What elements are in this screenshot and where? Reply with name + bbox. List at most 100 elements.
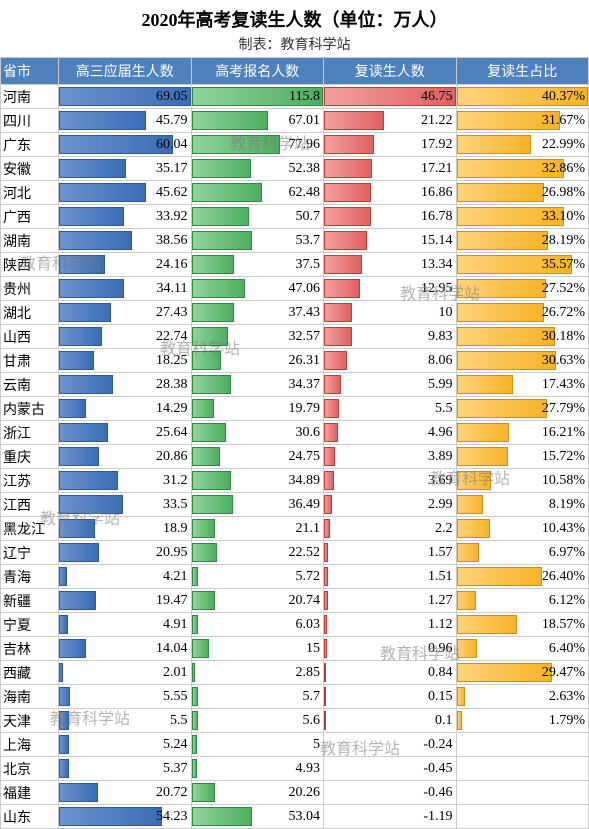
cell-repeaters: 21.22 bbox=[324, 109, 457, 133]
cell-repeat-pct-value: 31.67% bbox=[542, 113, 585, 129]
cell-repeat-pct-value: 2.63% bbox=[549, 689, 585, 705]
table-row: 西藏2.012.850.8429.47% bbox=[1, 661, 589, 685]
col-repeat-pct: 复读生占比 bbox=[456, 58, 589, 85]
cell-registration: 6.03 bbox=[191, 613, 324, 637]
cell-registration-value: 47.06 bbox=[289, 281, 321, 297]
cell-province: 江西 bbox=[1, 493, 59, 517]
cell-repeat-pct-value: 33.10% bbox=[542, 209, 585, 225]
cell-registration: 22.52 bbox=[191, 541, 324, 565]
cell-repeaters-value: 46.75 bbox=[421, 89, 453, 105]
cell-repeat-pct-value: 17.43% bbox=[542, 377, 585, 393]
cell-repeat-pct: 6.40% bbox=[456, 637, 589, 661]
cell-repeaters-value: 0.96 bbox=[428, 641, 453, 657]
cell-registration-value: 5.72 bbox=[296, 569, 321, 585]
cell-registration: 67.01 bbox=[191, 109, 324, 133]
cell-repeat-pct: 26.40% bbox=[456, 565, 589, 589]
cell-repeat-pct-value: 16.21% bbox=[542, 425, 585, 441]
cell-current: 28.38 bbox=[59, 373, 192, 397]
cell-current: 5.5 bbox=[59, 709, 192, 733]
cell-repeaters: 3.69 bbox=[324, 469, 457, 493]
cell-province: 安徽 bbox=[1, 157, 59, 181]
cell-repeaters-value: 1.27 bbox=[428, 593, 453, 609]
cell-repeat-pct-value: 35.57% bbox=[542, 257, 585, 273]
cell-repeat-pct: 32.86% bbox=[456, 157, 589, 181]
cell-current-value: 31.2 bbox=[163, 473, 188, 489]
cell-repeat-pct-value: 10.43% bbox=[542, 521, 585, 537]
cell-repeaters-value: 5.5 bbox=[435, 401, 453, 417]
cell-registration: 36.49 bbox=[191, 493, 324, 517]
cell-province: 广西 bbox=[1, 205, 59, 229]
cell-current: 20.95 bbox=[59, 541, 192, 565]
cell-repeaters: 1.57 bbox=[324, 541, 457, 565]
cell-province: 黑龙江 bbox=[1, 517, 59, 541]
cell-repeat-pct: 22.99% bbox=[456, 133, 589, 157]
cell-registration: 37.5 bbox=[191, 253, 324, 277]
cell-current: 5.37 bbox=[59, 757, 192, 781]
cell-repeat-pct-value: 40.37% bbox=[542, 89, 585, 105]
cell-current: 4.91 bbox=[59, 613, 192, 637]
table-row: 广西33.9250.716.7833.10% bbox=[1, 205, 589, 229]
cell-repeaters-value: 0.15 bbox=[428, 689, 453, 705]
cell-repeaters-value: 17.92 bbox=[421, 137, 453, 153]
cell-registration-value: 15 bbox=[306, 641, 320, 657]
cell-registration: 20.26 bbox=[191, 781, 324, 805]
cell-repeat-pct-value: 29.47% bbox=[542, 665, 585, 681]
table-row: 云南28.3834.375.9917.43% bbox=[1, 373, 589, 397]
cell-current-value: 20.86 bbox=[156, 449, 188, 465]
cell-registration-value: 37.43 bbox=[289, 305, 321, 321]
cell-registration-value: 34.89 bbox=[289, 473, 321, 489]
cell-repeat-pct-value: 30.18% bbox=[542, 329, 585, 345]
cell-repeat-pct-value: 18.57% bbox=[542, 617, 585, 633]
cell-current: 14.04 bbox=[59, 637, 192, 661]
cell-repeat-pct bbox=[456, 805, 589, 829]
table-row: 江苏31.234.893.6910.58% bbox=[1, 469, 589, 493]
cell-current-value: 18.9 bbox=[163, 521, 188, 537]
cell-repeat-pct: 18.57% bbox=[456, 613, 589, 637]
cell-registration-value: 36.49 bbox=[289, 497, 321, 513]
cell-registration-value: 50.7 bbox=[296, 209, 321, 225]
cell-repeaters: 0.1 bbox=[324, 709, 457, 733]
cell-repeat-pct: 6.97% bbox=[456, 541, 589, 565]
cell-repeat-pct: 17.43% bbox=[456, 373, 589, 397]
table-row: 黑龙江18.921.12.210.43% bbox=[1, 517, 589, 541]
cell-repeat-pct-value: 22.99% bbox=[542, 137, 585, 153]
cell-repeat-pct-value: 26.72% bbox=[542, 305, 585, 321]
cell-province: 陕西 bbox=[1, 253, 59, 277]
cell-repeaters: 5.99 bbox=[324, 373, 457, 397]
cell-repeat-pct-value: 30.63% bbox=[542, 353, 585, 369]
cell-registration-value: 53.04 bbox=[289, 809, 321, 825]
cell-province: 山西 bbox=[1, 325, 59, 349]
cell-repeat-pct: 8.19% bbox=[456, 493, 589, 517]
cell-current-value: 35.17 bbox=[156, 161, 188, 177]
cell-current-value: 60.04 bbox=[156, 137, 188, 153]
cell-repeat-pct-value: 27.79% bbox=[542, 401, 585, 417]
cell-repeaters: -0.46 bbox=[324, 781, 457, 805]
cell-registration-value: 53.7 bbox=[296, 233, 321, 249]
cell-registration: 32.57 bbox=[191, 325, 324, 349]
cell-registration-value: 21.1 bbox=[296, 521, 321, 537]
cell-repeaters: 1.27 bbox=[324, 589, 457, 613]
cell-province: 青海 bbox=[1, 565, 59, 589]
cell-province: 西藏 bbox=[1, 661, 59, 685]
cell-repeaters-value: 4.96 bbox=[428, 425, 453, 441]
cell-repeaters-value: 15.14 bbox=[421, 233, 453, 249]
cell-current-value: 19.47 bbox=[156, 593, 188, 609]
cell-repeaters: 0.96 bbox=[324, 637, 457, 661]
cell-repeaters: 2.99 bbox=[324, 493, 457, 517]
cell-repeaters: -0.45 bbox=[324, 757, 457, 781]
cell-repeat-pct-value: 26.98% bbox=[542, 185, 585, 201]
cell-repeaters-value: 0.84 bbox=[428, 665, 453, 681]
cell-repeat-pct bbox=[456, 781, 589, 805]
table-row: 湖北27.4337.431026.72% bbox=[1, 301, 589, 325]
col-province: 省市 bbox=[1, 58, 59, 85]
cell-registration-value: 19.79 bbox=[289, 401, 321, 417]
cell-repeat-pct: 30.18% bbox=[456, 325, 589, 349]
cell-repeaters: 16.78 bbox=[324, 205, 457, 229]
cell-registration-value: 34.37 bbox=[289, 377, 321, 393]
cell-repeat-pct-value: 32.86% bbox=[542, 161, 585, 177]
cell-repeat-pct: 33.10% bbox=[456, 205, 589, 229]
cell-current-value: 5.5 bbox=[170, 713, 188, 729]
cell-province: 吉林 bbox=[1, 637, 59, 661]
table-row: 重庆20.8624.753.8915.72% bbox=[1, 445, 589, 469]
cell-repeat-pct bbox=[456, 733, 589, 757]
